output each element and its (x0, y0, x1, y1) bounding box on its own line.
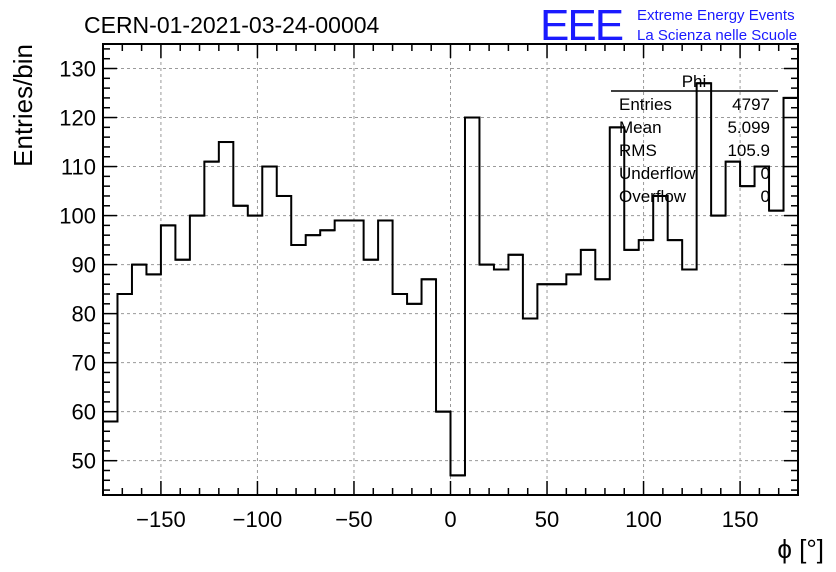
y-tick-label: 70 (72, 351, 96, 376)
grid-lines (103, 44, 798, 495)
y-tick-label: 80 (72, 302, 96, 327)
y-tick-label: 50 (72, 449, 96, 474)
y-tick-label: 130 (59, 57, 96, 82)
stats-value: 0 (761, 164, 770, 183)
y-tick-label: 110 (61, 155, 96, 180)
x-tick-label: 0 (444, 507, 456, 532)
histogram-outline (102, 82, 799, 495)
stats-box: Phi Entries 4797 Mean 5.099 RMS 105.9 Underflo… (611, 72, 778, 206)
stats-value: 105.9 (727, 141, 770, 160)
x-tick-label: −50 (335, 507, 372, 532)
stats-title: Phi (682, 72, 707, 91)
stats-rows: Entries 4797 Mean 5.099 RMS 105.9 Underflow 0 Ov… (619, 95, 770, 206)
x-tick-label: −150 (136, 507, 186, 532)
stats-value: 5.099 (727, 118, 770, 137)
y-tick-label: 120 (59, 106, 96, 131)
y-tick-label: 60 (72, 400, 96, 425)
logo-mark: EEE (540, 1, 623, 50)
x-tick-label: 50 (535, 507, 559, 532)
y-tick-label: 100 (59, 204, 96, 229)
chart-title: CERN-01-2021-03-24-00004 (84, 12, 380, 38)
stats-label: Overflow (619, 187, 687, 206)
stats-label: Mean (619, 118, 662, 137)
y-axis: 50 60 70 80 90 100 110 120 130 (59, 48, 798, 491)
stats-value: 0 (761, 187, 770, 206)
logo-line-2: La Scienza nelle Scuole (637, 27, 797, 44)
logo-line-1: Extreme Energy Events (637, 7, 795, 24)
x-tick-label: 100 (625, 507, 662, 532)
x-tick-label: −100 (233, 507, 283, 532)
logo: EEE Extreme Energy Events La Scienza nel… (540, 1, 797, 50)
x-axis: −150 −100 −50 0 50 100 150 (121, 44, 780, 532)
stats-label: RMS (619, 141, 657, 160)
y-axis-title: Entries/bin (8, 44, 38, 167)
stats-value: 4797 (732, 95, 770, 114)
x-tick-label: 150 (722, 507, 759, 532)
stats-label: Underflow (619, 164, 696, 183)
stats-label: Entries (619, 95, 672, 114)
y-tick-label: 90 (72, 253, 96, 278)
x-axis-title: ϕ [°] (777, 534, 824, 564)
